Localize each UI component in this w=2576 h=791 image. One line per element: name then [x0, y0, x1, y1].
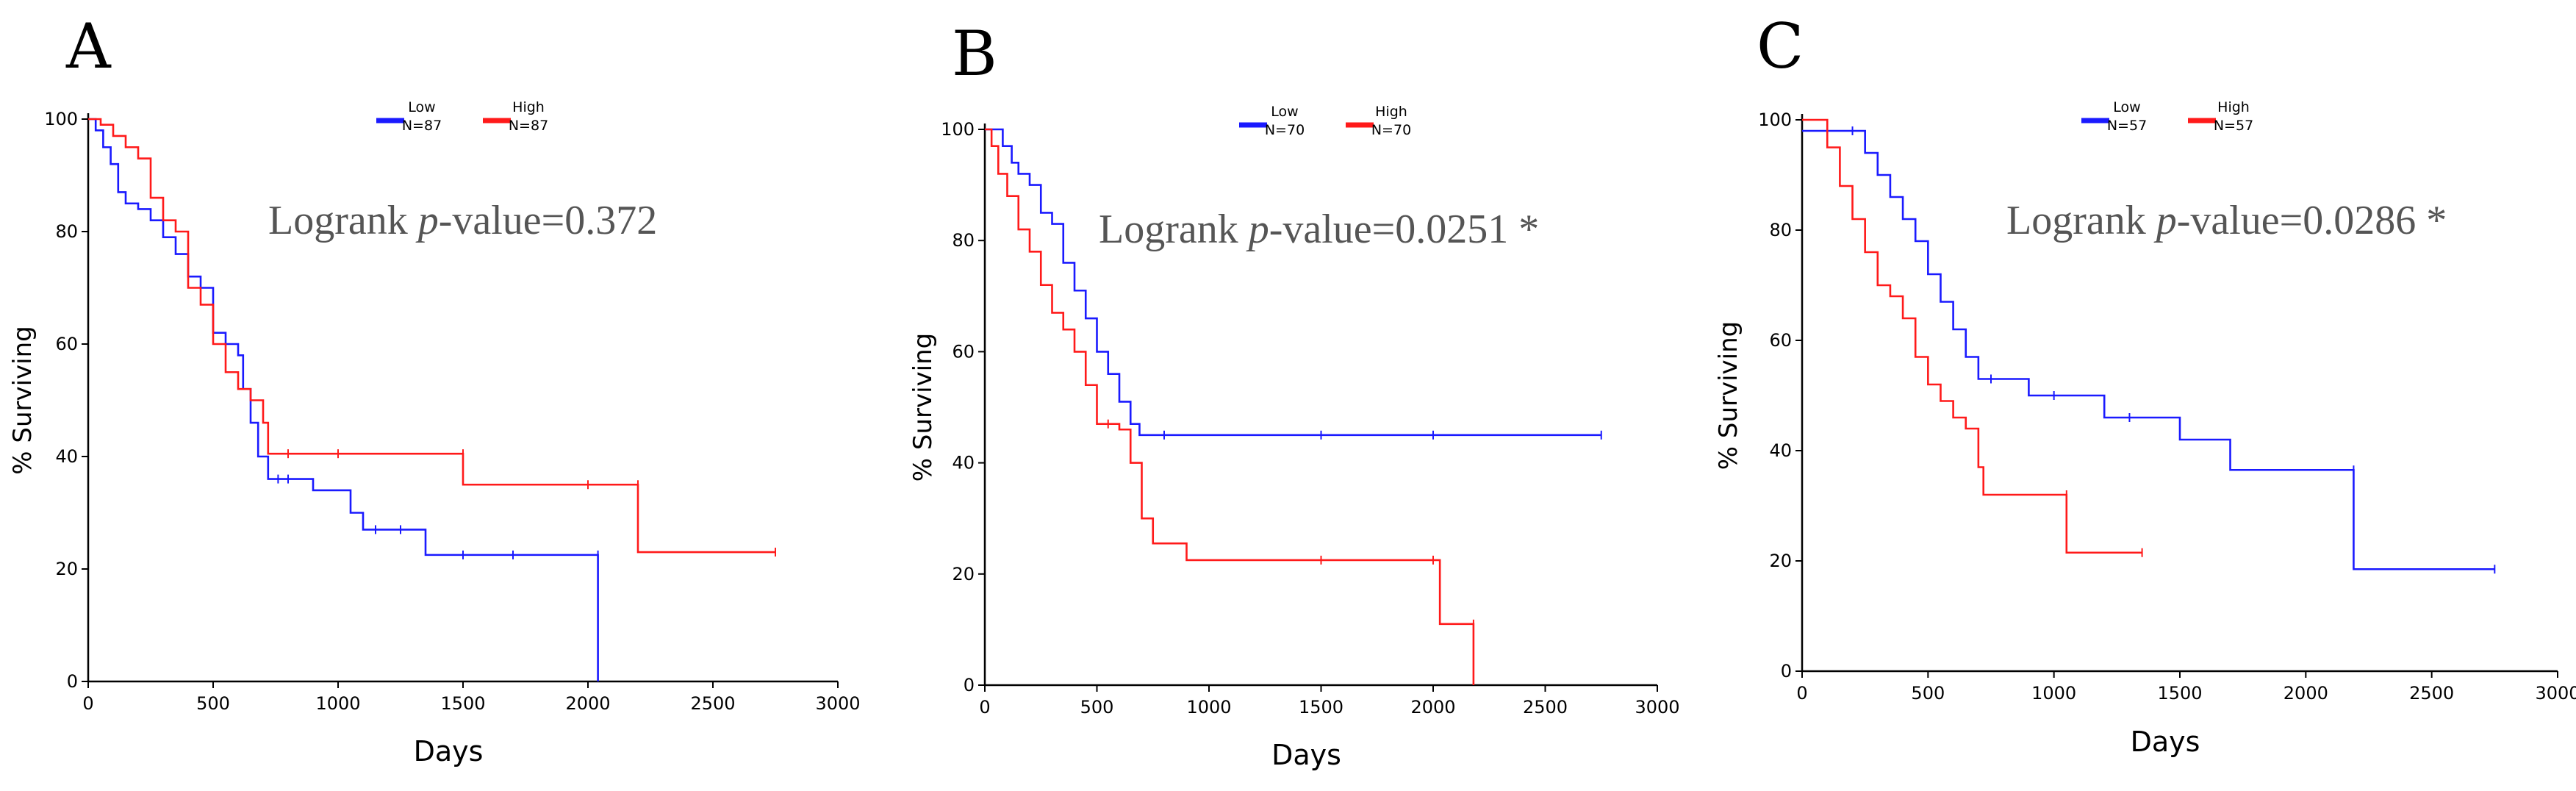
logrank-annotation: Logrank p-value=0.0286 *	[2006, 198, 2447, 243]
legend-n-high: N=70	[1371, 122, 1411, 138]
km-curve-low	[985, 128, 1601, 437]
logrank-value: -value=0.0286 *	[2177, 198, 2447, 243]
x-tick-label: 2000	[565, 693, 610, 714]
x-tick-label: 500	[196, 693, 230, 714]
x-tick-label: 0	[82, 693, 93, 714]
y-tick-label: 40	[55, 446, 78, 467]
x-tick-label: 2500	[2409, 683, 2454, 704]
y-tick-label: 0	[964, 675, 975, 695]
x-tick-label: 0	[1796, 683, 1807, 704]
y-tick-label: 100	[941, 119, 975, 140]
y-tick-label: 40	[1769, 440, 1792, 461]
x-tick-label: 1500	[2157, 683, 2202, 704]
panel-label: A	[65, 10, 112, 82]
legend-n-high: N=57	[2214, 118, 2253, 134]
km-curve-high	[88, 118, 775, 554]
y-tick-label: 60	[1769, 330, 1792, 351]
logrank-prefix: Logrank	[1099, 207, 1249, 252]
x-tick-label: 1000	[2031, 683, 2076, 704]
y-tick-label: 80	[1769, 220, 1792, 240]
x-tick-label: 2000	[2283, 683, 2328, 704]
y-tick-label: 80	[952, 230, 975, 251]
x-tick-label: 1500	[440, 693, 485, 714]
logrank-p: p	[1246, 207, 1269, 252]
logrank-p: p	[2153, 198, 2177, 243]
x-tick-label: 500	[1911, 683, 1945, 704]
legend-n-low: N=70	[1265, 122, 1305, 138]
logrank-prefix: Logrank	[268, 198, 418, 243]
y-tick-label: 60	[55, 334, 78, 354]
km-curve-high	[1802, 118, 2142, 554]
y-axis-label: % Surviving	[8, 326, 37, 475]
y-tick-label: 20	[55, 559, 78, 579]
y-tick-label: 100	[44, 109, 78, 129]
legend-n-low: N=87	[402, 118, 442, 134]
y-tick-label: 80	[55, 221, 78, 242]
panel-c: C 0 500 1000 1500 2000 2500 3000 0 20 40 60 80 100 Day…	[1714, 10, 2576, 758]
y-tick-label: 0	[1781, 661, 1792, 681]
legend-name-low: Low	[2113, 99, 2140, 115]
y-tick-label: 20	[1769, 551, 1792, 571]
legend-n-high: N=87	[509, 118, 548, 134]
legend-n-low: N=57	[2107, 118, 2147, 134]
legend-name-high: High	[2217, 99, 2250, 115]
logrank-value: -value=0.0251 *	[1269, 207, 1540, 252]
x-tick-label: 3000	[815, 693, 860, 714]
panel-a: A 0 500 1000 1500 2000 2500 3000 0 20 40 60 80 100 Day…	[8, 10, 861, 767]
x-axis-label: Days	[2131, 726, 2200, 758]
x-tick-label: 1500	[1299, 697, 1343, 717]
logrank-p: p	[415, 198, 439, 243]
x-tick-label: 2000	[1410, 697, 1455, 717]
x-tick-label: 3000	[1635, 697, 1679, 717]
x-tick-label: 2500	[690, 693, 735, 714]
y-tick-label: 0	[67, 671, 78, 692]
km-curve-high	[985, 128, 1475, 685]
x-tick-label: 500	[1080, 697, 1114, 717]
y-tick-label: 100	[1758, 110, 1792, 130]
y-axis-label: % Surviving	[908, 333, 938, 482]
y-tick-label: 40	[952, 453, 975, 473]
logrank-annotation: Logrank p-value=0.0251 *	[1099, 207, 1539, 252]
y-tick-label: 60	[952, 341, 975, 362]
y-axis-label: % Surviving	[1714, 321, 1743, 470]
panel-label: C	[1757, 10, 1804, 82]
panel-label: B	[952, 18, 997, 90]
legend-name-high: High	[512, 99, 545, 115]
x-tick-label: 1000	[315, 693, 360, 714]
legend-name-high: High	[1375, 104, 1407, 120]
x-axis-label: Days	[414, 735, 484, 767]
x-axis-label: Days	[1271, 739, 1341, 771]
x-tick-label: 2500	[1523, 697, 1568, 717]
km-curve-low	[1802, 129, 2495, 570]
panel-b: B 0 500 1000 1500 2000 2500 3000 0 20 40 60 80 100 Day…	[908, 18, 1680, 771]
x-tick-label: 3000	[2535, 683, 2576, 704]
legend-name-low: Low	[1271, 104, 1298, 120]
logrank-prefix: Logrank	[2006, 198, 2156, 243]
x-tick-label: 1000	[1186, 697, 1231, 717]
logrank-annotation: Logrank p-value=0.372	[268, 198, 657, 243]
legend-name-low: Low	[408, 99, 435, 115]
y-tick-label: 20	[952, 564, 975, 584]
x-tick-label: 0	[979, 697, 990, 717]
logrank-value: -value=0.372	[439, 198, 658, 243]
